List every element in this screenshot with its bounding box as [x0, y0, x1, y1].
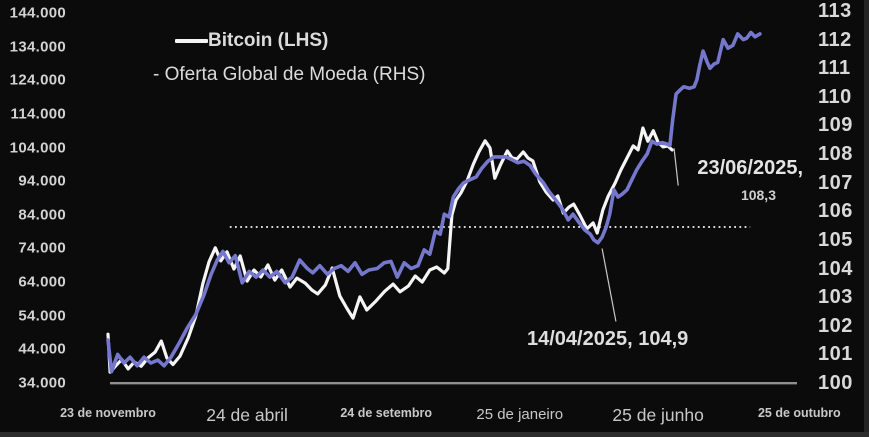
callout-line-1: [673, 148, 679, 186]
legend-label-money-supply: - Oferta Global de Moeda (RHS): [153, 64, 426, 85]
annotation-2025-06-23-date: 23/06/2025,: [697, 157, 803, 179]
screenshot-edge-bottom: [0, 432, 869, 437]
y-axis-right-tick: 103: [818, 286, 853, 309]
y-axis-left-tick: 144.000: [9, 4, 66, 22]
y-axis-left-tick: 94.000: [18, 172, 66, 190]
money-supply-line: [106, 30, 762, 374]
x-axis-tick: 25 de outubro: [757, 406, 841, 420]
y-axis-right-tick: 101: [818, 343, 853, 366]
y-axis-left-tick: 54.000: [18, 307, 66, 325]
legend-item-bitcoin: Bitcoin (LHS): [175, 30, 425, 52]
annotation-2025-04-14: 14/04/2025, 104,9: [527, 328, 689, 350]
x-axis-tick: 24 de setembro: [340, 406, 433, 420]
y-axis-right-tick: 104: [818, 257, 853, 280]
y-axis-right-tick: 107: [818, 171, 853, 194]
y-axis-right-tick: 108: [818, 143, 853, 166]
y-axis-right-tick: 113: [818, 0, 852, 22]
y-axis-right-tick: 106: [818, 200, 853, 223]
y-axis-right-tick: 111: [818, 57, 851, 80]
y-axis-left-tick: 84.000: [18, 206, 66, 224]
y-axis-right-tick: 112: [818, 28, 852, 51]
y-axis-left-tick: 64.000: [18, 273, 66, 291]
y-axis-left-tick: 104.000: [9, 139, 66, 157]
x-axis-tick: 25 de janeiro: [476, 406, 564, 423]
y-axis-left-tick: 74.000: [18, 239, 66, 257]
x-axis-tick: 25 de junho: [612, 405, 704, 425]
y-axis-right-tick: 100: [818, 372, 853, 394]
legend: Bitcoin (LHS) - Oferta Global de Moeda (…: [153, 30, 425, 86]
screenshot-edge-right: [864, 0, 869, 437]
y-axis-right-tick: 102: [818, 314, 853, 337]
y-axis-left-tick: 34.000: [18, 374, 66, 392]
y-axis-left-tick: 134.000: [9, 38, 66, 56]
bitcoin-line-swatch: [175, 39, 208, 43]
x-axis-tick: 24 de abril: [206, 405, 288, 425]
callout-line-2: [601, 248, 617, 322]
legend-item-money-supply: - Oferta Global de Moeda (RHS): [153, 64, 425, 86]
y-axis-left-tick: 124.000: [9, 71, 66, 89]
y-axis-right-tick: 109: [818, 114, 853, 137]
y-axis-right-tick: 105: [818, 228, 853, 251]
y-axis-right-tick: 110: [818, 85, 852, 108]
legend-label-bitcoin: Bitcoin (LHS): [208, 30, 329, 51]
annotation-2025-06-23: 23/06/2025, 108,3: [697, 158, 803, 202]
y-axis-left-tick: 44.000: [18, 340, 66, 358]
bitcoin-line: [106, 126, 674, 374]
y-axis-left-tick: 114.000: [10, 105, 66, 123]
annotation-2025-06-23-value: 108,3: [740, 187, 776, 203]
x-axis-tick: 23 de novembro: [60, 406, 156, 420]
